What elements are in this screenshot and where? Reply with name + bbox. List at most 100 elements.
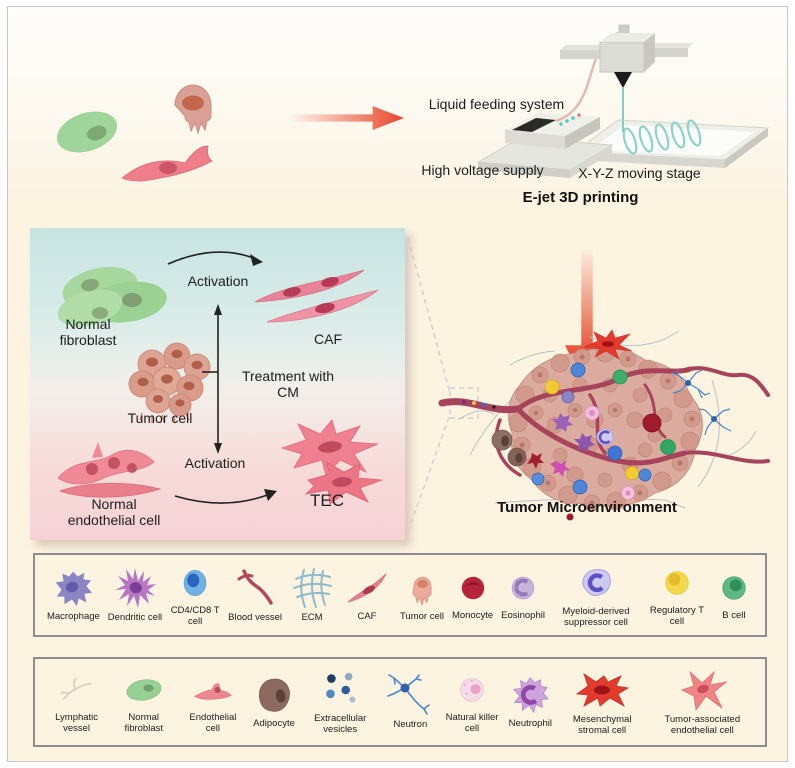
normal-fibroblast-icon: [126, 678, 162, 701]
legend-item: Neutron: [385, 673, 435, 730]
panel-illustration: [57, 251, 383, 505]
normal-endothelial-cells: [57, 442, 162, 498]
myeloid-derived-suppressor-cell-icon: [582, 568, 611, 596]
legend-item-label: Extracellular vesicles: [314, 712, 367, 735]
source-cells-illustration: [56, 84, 213, 182]
legend-item: Myeloid-derived suppressor cell: [553, 562, 639, 629]
legend-item-label: Adipocyte: [253, 718, 295, 730]
extracellular-vesicles-icon: [326, 672, 356, 703]
legend-item-label: ECM: [301, 612, 323, 624]
infiltrating-cells: [491, 362, 676, 521]
tumor-associated-endothelial-cell-icon: [681, 670, 728, 711]
endothelial-cell: [121, 145, 213, 182]
legend-item: Lymphatic vessel: [48, 670, 106, 735]
normal-fibroblast-cell: [56, 111, 118, 153]
endothelial-cell-icon: [193, 682, 232, 700]
legend-item: ECM: [290, 566, 334, 623]
legend-item-label: Dendritic cell: [107, 612, 163, 624]
legend-item-label: Normal fibroblast: [124, 711, 164, 734]
legend-box-2: Lymphatic vessel Normal fibroblast Endot…: [33, 657, 767, 747]
tumor-cell-icon: [412, 577, 432, 607]
neuron-cells: [671, 368, 732, 436]
legend-item: Extracellular vesicles: [304, 669, 376, 736]
legend-item: CAF: [342, 567, 392, 622]
legend-item: Neutrophil: [509, 674, 552, 729]
legend-item: CD4/CD8 T cell: [170, 563, 220, 628]
legend-item-label: Mesenchymal stromal cell: [572, 713, 632, 736]
nozzle: [614, 72, 632, 88]
cd4-cd8-t-cell-icon: [183, 569, 207, 596]
legend-item: B cell: [715, 568, 753, 621]
legend-item-label: B cell: [722, 610, 746, 622]
activation-bottom-label: Activation: [184, 455, 246, 471]
natural-killer-cell-icon: [460, 677, 484, 702]
legend-item: Macrophage: [47, 567, 100, 622]
activation-arrow-top: [167, 251, 263, 266]
legend-item-label: Neutrophil: [508, 718, 552, 730]
liquid-feeding-system-label: Liquid feeding system: [428, 96, 565, 112]
legend-item: Blood vessel: [228, 566, 282, 623]
macrophage-icon: [56, 572, 93, 607]
tec-cells: [280, 419, 383, 505]
legend-item: Adipocyte: [253, 674, 295, 729]
tumor-microenvironment-illustration: [438, 329, 770, 521]
monocyte-icon: [461, 577, 484, 600]
normal-fibroblast-cells: [57, 266, 167, 327]
legend-item: Mesenchymal stromal cell: [561, 668, 643, 737]
caf-label: CAF: [314, 331, 342, 347]
ejet-printing-title: E-jet 3D printing: [522, 189, 639, 206]
legend-item: Natural killer cell: [445, 670, 500, 735]
mesenchymal-cell: [582, 329, 633, 360]
b-cell-icon: [722, 576, 746, 600]
neuron-icon: [387, 674, 431, 716]
activation-arrow-bottom: [174, 489, 277, 504]
legend-item: Regulatory T cell: [647, 563, 707, 628]
legend-item-label: Neutron: [393, 719, 428, 731]
high-voltage-supply-label: High voltage supply: [421, 162, 544, 178]
activation-top-label: Activation: [187, 273, 249, 289]
legend-box-1: Macrophage Dendritic cell CD4/CD8 T cell…: [33, 553, 767, 637]
legend-item-label: Tumor-associated endothelial cell: [664, 713, 741, 736]
blood-vessel-icon: [237, 569, 273, 606]
vessel-contents: [462, 400, 496, 409]
tumor-microenvironment-title: Tumor Microenvironment: [497, 499, 677, 516]
legend-item-label: Lymphatic vessel: [55, 711, 99, 734]
legend-item-label: Tumor cell: [399, 611, 444, 623]
legend-item-label: CAF: [357, 611, 377, 623]
legend-item-label: Endothelial cell: [189, 711, 237, 734]
normal-endothelial-cell-label: Normal endothelial cell: [67, 496, 161, 529]
legend-item: Tumor cell: [400, 567, 444, 622]
neutrophil-icon: [513, 677, 550, 714]
regulatory-t-cell-icon: [665, 570, 689, 595]
normal-fibroblast-label: Normal fibroblast: [59, 316, 117, 349]
legend-item-label: Eosinophil: [501, 610, 545, 622]
legend-item-label: Blood vessel: [228, 612, 283, 624]
tumor-cell-label: Tumor cell: [127, 410, 193, 426]
legend-item: Eosinophil: [501, 568, 545, 621]
legend-item-label: Monocyte: [451, 610, 494, 622]
dendritic-cell-icon: [114, 568, 156, 609]
printed-pattern: [622, 119, 702, 155]
caf-icon: [347, 573, 387, 603]
legend-item: Endothelial cell: [182, 670, 244, 735]
mesenchymal-stromal-cell-icon: [576, 672, 630, 707]
treatment-double-arrow: [202, 304, 222, 454]
tec-label: TEC: [310, 491, 344, 510]
tumor-cell: [174, 84, 212, 135]
legend-item: Dendritic cell: [108, 566, 162, 623]
legend-item-label: Macrophage: [46, 611, 100, 623]
printer-illustration: [476, 24, 770, 178]
treatment-label: Treatment with CM: [241, 368, 335, 401]
legend-item-label: Regulatory T cell: [649, 604, 705, 627]
legend-item-label: CD4/CD8 T cell: [170, 604, 220, 627]
legend-item: Normal fibroblast: [115, 670, 173, 735]
controller-screen: [512, 118, 556, 132]
eosinophil-icon: [511, 577, 535, 600]
activation-panel: Activation Normal fibroblast CAF Tumor c…: [30, 228, 405, 540]
legend-item-label: Natural killer cell: [445, 711, 499, 734]
ecm-icon: [293, 568, 332, 609]
adipocyte-icon: [259, 678, 290, 712]
moving-stage-label: X-Y-Z moving stage: [578, 165, 701, 181]
lymphatic-vessel-icon: [60, 676, 92, 700]
